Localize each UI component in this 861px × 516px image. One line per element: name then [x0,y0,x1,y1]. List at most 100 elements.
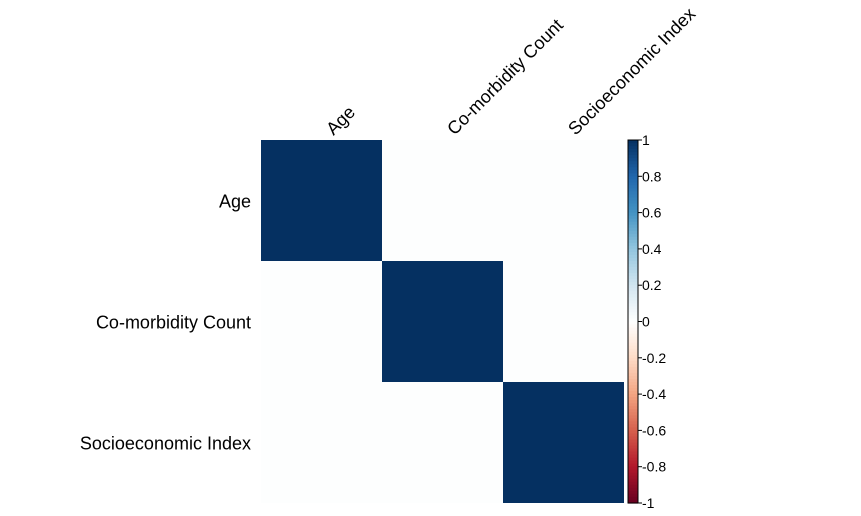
colorbar-segment [628,388,638,392]
colorbar-segment [628,481,638,486]
colorbar-segment [628,248,638,253]
colorbar-segment [628,354,638,359]
colorbar-segment [628,336,638,341]
colorbar-tick-label: 0.6 [642,205,662,221]
colorbar-segment [628,152,638,156]
colorbar-segment [628,254,638,259]
colorbar-segment [628,288,638,292]
colorbar-segment [628,257,638,262]
heatmap-cell-2-1 [382,382,503,503]
colorbar-segment [628,188,638,193]
colorbar-segment [628,170,638,174]
colorbar-segment [628,203,638,208]
colorbar-segment [628,496,638,501]
colorbar-segment [628,321,638,326]
colorbar-segment [628,385,638,389]
colorbar-tick-label: -0.2 [642,350,666,366]
colorbar-segment [628,475,638,480]
colorbar-segment [628,339,638,344]
heatmap-cell-1-1 [382,261,503,382]
colorbar-segment [628,324,638,329]
colorbar-segment [628,212,638,217]
colorbar-segment [628,291,638,295]
colorbar-segment [628,276,638,280]
col-label-2: Socioeconomic Index [564,4,699,139]
colorbar-segment [628,427,638,431]
colorbar-segment [628,230,638,235]
row-label-0: Age [219,192,251,212]
colorbar-segment [628,463,638,468]
colorbar-segment [628,451,638,456]
colorbar-segment [628,391,638,395]
colorbar-segment [628,273,638,277]
heatmap-cell-0-1 [382,140,503,261]
colorbar-segment [628,436,638,441]
colorbar-segment [628,478,638,483]
heatmap-cell-2-2 [503,382,624,503]
colorbar-segment [628,146,638,150]
colorbar-segment [628,182,638,186]
colorbar-segment [628,200,638,205]
colorbar-segment [628,227,638,232]
colorbar-segment [628,378,638,383]
colorbar-segment [628,149,638,153]
colorbar-segment [628,382,638,386]
colorbar-segment [628,218,638,223]
colorbar-segment [628,442,638,447]
colorbar-segment [628,394,638,398]
heatmap-cells [261,140,624,503]
colorbar-segment [628,233,638,238]
colorbar-segment [628,418,638,422]
colorbar-segment [628,424,638,428]
colorbar-segment [628,472,638,477]
colorbar-segment [628,155,638,159]
colorbar-segment [628,345,638,350]
colorbar-segment [628,490,638,495]
colorbar-segment [628,264,638,268]
row-labels: Age Co-morbidity Count Socioeconomic Index [80,192,251,454]
colorbar-segment [628,309,638,314]
colorbar-segment [628,236,638,241]
colorbar-segment [628,179,638,183]
colorbar-segment [628,457,638,462]
colorbar-segment [628,333,638,338]
colorbar-segment [628,167,638,171]
colorbar-segment [628,330,638,335]
colorbar-tick-label: 0 [642,314,650,330]
colorbar-segment [628,372,638,377]
colorbar-segment [628,469,638,474]
colorbar-segment [628,267,638,271]
colorbar-segment [628,445,638,450]
colorbar-segment [628,164,638,168]
colorbar-segment [628,433,638,438]
colorbar-segment [628,351,638,356]
colorbar-segment [628,191,638,196]
colorbar-segment [628,400,638,404]
colorbar-tick-label: -0.6 [642,422,666,438]
heatmap-cell-0-2 [503,140,624,261]
colorbar-segment [628,303,638,307]
colorbar-tick-label: 0.4 [642,241,662,257]
colorbar-segment [628,261,638,265]
colorbar-segment [628,140,638,144]
colorbar-segment [628,409,638,413]
colorbar-tick-label: -0.8 [642,459,666,475]
colorbar-segment [628,300,638,304]
colorbar-segment [628,360,638,365]
colorbar-segment [628,285,638,289]
colorbar-segment [628,245,638,250]
colorbar-segment [628,430,638,435]
colorbar-segment [628,176,638,180]
colorbar-segment [628,206,638,211]
colorbar-tick-label: 0.8 [642,168,662,184]
colorbar-segment [628,185,638,189]
colorbar-segment [628,348,638,353]
colorbar-segment [628,412,638,416]
colorbar-segment [628,294,638,298]
colorbar-segment [628,306,638,310]
colorbar-segment [628,415,638,419]
colorbar-segment [628,342,638,347]
heatmap-cell-0-0 [261,140,382,261]
